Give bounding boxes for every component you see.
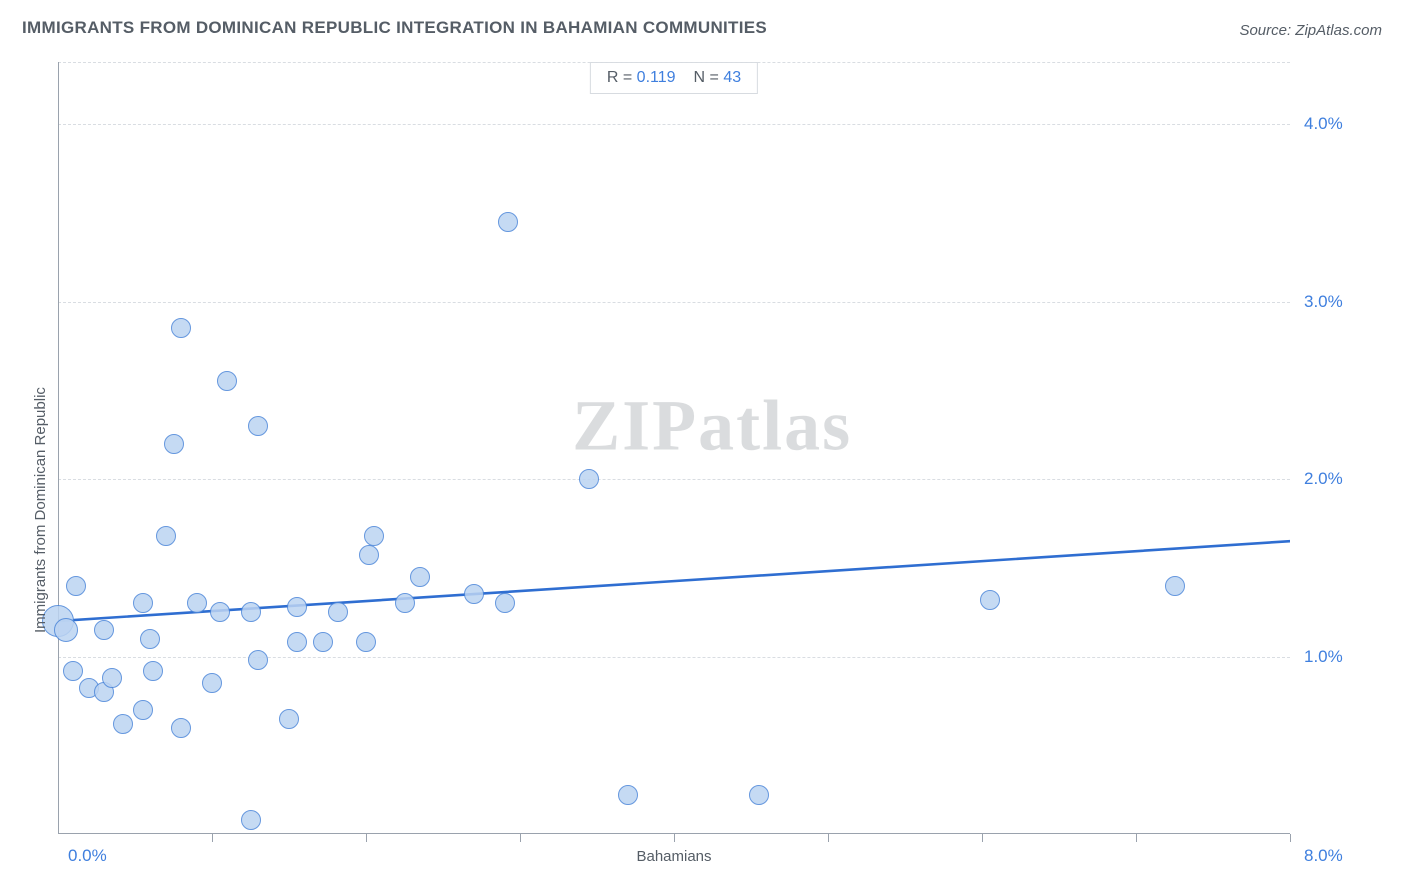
- stat-r: R = 0.119: [607, 69, 676, 87]
- scatter-point[interactable]: [133, 593, 153, 613]
- scatter-point[interactable]: [498, 212, 518, 232]
- scatter-point[interactable]: [313, 632, 333, 652]
- scatter-point[interactable]: [980, 590, 1000, 610]
- scatter-point[interactable]: [287, 597, 307, 617]
- chart-title: IMMIGRANTS FROM DOMINICAN REPUBLIC INTEG…: [22, 18, 767, 38]
- scatter-point[interactable]: [210, 602, 230, 622]
- gridline: [58, 657, 1290, 658]
- y-tick-label: 2.0%: [1304, 469, 1343, 489]
- scatter-point[interactable]: [156, 526, 176, 546]
- scatter-point[interactable]: [54, 618, 78, 642]
- x-tick: [1136, 834, 1137, 842]
- scatter-point[interactable]: [579, 469, 599, 489]
- scatter-point[interactable]: [217, 371, 237, 391]
- y-axis-title: Immigrants from Dominican Republic: [32, 387, 49, 633]
- x-tick: [212, 834, 213, 842]
- x-tick: [828, 834, 829, 842]
- scatter-point[interactable]: [102, 668, 122, 688]
- scatter-point[interactable]: [464, 584, 484, 604]
- scatter-point[interactable]: [410, 567, 430, 587]
- scatter-point[interactable]: [248, 650, 268, 670]
- x-axis-title: Bahamians: [636, 848, 711, 865]
- scatter-point[interactable]: [66, 576, 86, 596]
- y-tick-label: 4.0%: [1304, 114, 1343, 134]
- y-tick-label: 3.0%: [1304, 292, 1343, 312]
- chart-plot-area: ZIPatlas R = 0.119 N = 43 1.0%2.0%3.0%4.…: [58, 62, 1290, 834]
- scatter-point[interactable]: [241, 810, 261, 830]
- x-tick: [674, 834, 675, 842]
- scatter-point[interactable]: [279, 709, 299, 729]
- stat-n-value: 43: [723, 69, 741, 86]
- x-tick-label: 0.0%: [68, 846, 107, 866]
- scatter-point[interactable]: [364, 526, 384, 546]
- x-tick: [1290, 834, 1291, 842]
- scatter-point[interactable]: [356, 632, 376, 652]
- scatter-point[interactable]: [328, 602, 348, 622]
- scatter-point[interactable]: [94, 620, 114, 640]
- gridline: [58, 62, 1290, 63]
- source-label: Source: ZipAtlas.com: [1239, 22, 1382, 39]
- scatter-point[interactable]: [395, 593, 415, 613]
- scatter-point[interactable]: [202, 673, 222, 693]
- stat-n-label: N =: [694, 69, 724, 86]
- gridline: [58, 124, 1290, 125]
- stat-r-value: 0.119: [637, 69, 676, 86]
- scatter-point[interactable]: [618, 785, 638, 805]
- scatter-point[interactable]: [359, 545, 379, 565]
- watermark: ZIPatlas: [572, 384, 852, 467]
- scatter-point[interactable]: [164, 434, 184, 454]
- scatter-point[interactable]: [133, 700, 153, 720]
- stat-n: N = 43: [694, 69, 742, 87]
- stats-box: R = 0.119 N = 43: [590, 62, 758, 94]
- scatter-point[interactable]: [143, 661, 163, 681]
- stat-r-label: R =: [607, 69, 637, 86]
- scatter-point[interactable]: [140, 629, 160, 649]
- x-tick: [520, 834, 521, 842]
- scatter-point[interactable]: [495, 593, 515, 613]
- scatter-point[interactable]: [1165, 576, 1185, 596]
- scatter-point[interactable]: [241, 602, 261, 622]
- scatter-point[interactable]: [113, 714, 133, 734]
- scatter-point[interactable]: [749, 785, 769, 805]
- scatter-point[interactable]: [171, 318, 191, 338]
- y-axis-line: [58, 62, 59, 834]
- scatter-point[interactable]: [248, 416, 268, 436]
- scatter-point[interactable]: [287, 632, 307, 652]
- gridline: [58, 302, 1290, 303]
- trend-line: [58, 62, 1290, 834]
- x-tick: [982, 834, 983, 842]
- y-tick-label: 1.0%: [1304, 647, 1343, 667]
- x-tick: [366, 834, 367, 842]
- x-tick-label: 8.0%: [1304, 846, 1343, 866]
- scatter-point[interactable]: [187, 593, 207, 613]
- scatter-point[interactable]: [171, 718, 191, 738]
- scatter-point[interactable]: [63, 661, 83, 681]
- gridline: [58, 479, 1290, 480]
